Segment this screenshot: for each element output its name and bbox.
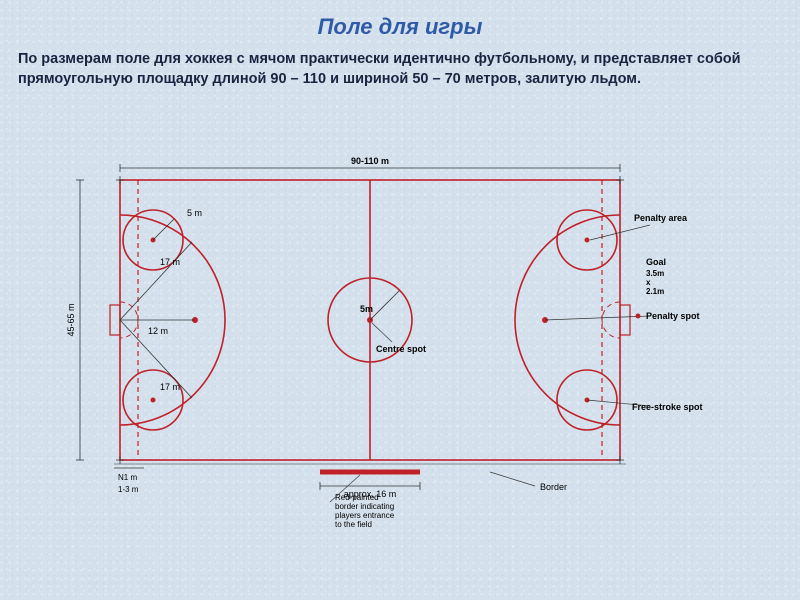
svg-text:1-3 m: 1-3 m	[118, 485, 139, 494]
svg-text:Free-stroke spot: Free-stroke spot	[632, 402, 703, 412]
svg-text:N1 m: N1 m	[118, 473, 137, 482]
svg-text:90-110 m: 90-110 m	[351, 156, 389, 166]
svg-text:3.5mx2.1m: 3.5mx2.1m	[646, 269, 664, 296]
svg-text:Centre spot: Centre spot	[376, 344, 426, 354]
svg-text:Goal: Goal	[646, 257, 666, 267]
svg-text:5m: 5m	[360, 304, 373, 314]
page-title: Поле для игры	[0, 0, 800, 50]
svg-text:17 m: 17 m	[160, 257, 180, 267]
svg-text:Penalty spot: Penalty spot	[646, 311, 700, 321]
svg-text:45-65 m: 45-65 m	[66, 303, 76, 336]
svg-text:12 m: 12 m	[148, 326, 168, 336]
field-diagram: 17 m 12 m 17 m 5 m 90-110 m 45-65 m 5m Centre s…	[50, 150, 750, 570]
svg-text:17 m: 17 m	[160, 382, 180, 392]
svg-text:5 m: 5 m	[187, 208, 202, 218]
description: По размерам поле для хоккея с мячом прак…	[0, 50, 800, 99]
svg-text:Border: Border	[540, 482, 567, 492]
svg-text:Penalty area: Penalty area	[634, 213, 688, 223]
